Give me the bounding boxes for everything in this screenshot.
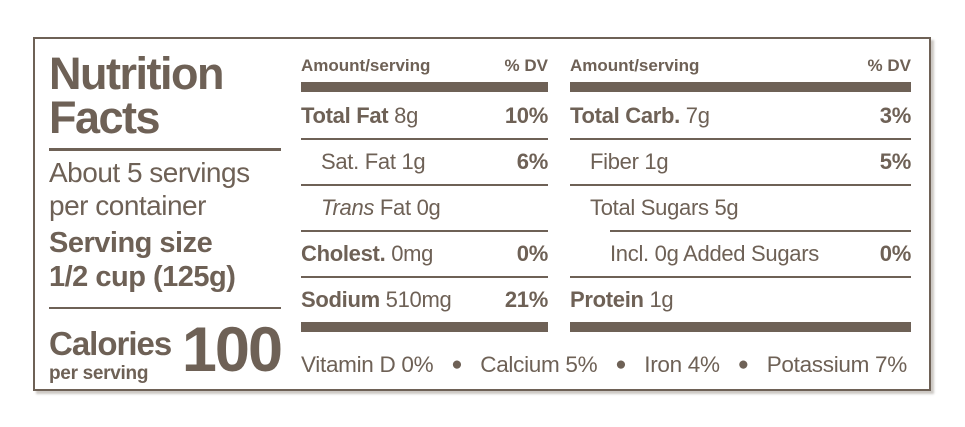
thick-bar-bottom <box>570 322 911 332</box>
servings-line-2: per container <box>49 190 206 222</box>
nutrients-panel: Amount/serving % DV Total Fat 8g 10% Sat… <box>301 39 911 389</box>
nutrient-column-2: Amount/serving % DV Total Carb. 7g 3% Fi… <box>570 55 911 332</box>
nutrient-name: Sodium 510mg <box>301 287 452 312</box>
calories-label-block: Calories per serving <box>49 325 172 385</box>
nutrient-name: Total Carb. 7g <box>570 103 710 128</box>
nutrient-row-fiber-1g: Fiber 1g 5% <box>570 140 911 184</box>
nutrient-columns: Amount/serving % DV Total Fat 8g 10% Sat… <box>301 55 911 332</box>
title-divider <box>49 148 281 151</box>
row-divider <box>610 230 911 232</box>
nutrient-row-total-fat: Total Fat 8g 10% <box>301 94 548 138</box>
micronutrient-potassium: Potassium 7% <box>766 351 908 377</box>
left-column: Nutrition Facts About 5 servings per con… <box>49 39 283 389</box>
row-divider <box>301 276 548 278</box>
title-line-2: Facts <box>49 91 161 143</box>
label-title: Nutrition Facts <box>49 51 281 140</box>
row-divider <box>570 138 911 140</box>
serving-size-value: 1/2 cup (125g) <box>49 260 236 293</box>
row-divider <box>301 230 548 232</box>
nutrient-row-cholest: Cholest. 0mg 0% <box>301 232 548 276</box>
thick-bar-top <box>570 82 911 92</box>
nutrient-row-sodium: Sodium 510mg 21% <box>301 278 548 322</box>
column-header-amount: Amount/serving <box>301 56 431 75</box>
row-divider <box>301 138 548 140</box>
nutrient-dv: 3% <box>879 103 912 128</box>
calories-value: 100 <box>181 315 283 386</box>
servings-line-1: About 5 servings <box>49 156 250 188</box>
calories-subtitle: per serving <box>49 363 149 384</box>
servings-text: About 5 servings per container <box>49 156 281 223</box>
calories-divider <box>49 306 281 310</box>
column-header: Amount/serving % DV <box>301 55 548 79</box>
nutrient-name: Fiber 1g <box>590 149 669 174</box>
nutrient-name: Total Fat 8g <box>301 103 419 128</box>
bullet-separator: ● <box>737 353 749 375</box>
nutrient-dv: 10% <box>504 103 548 128</box>
nutrient-name: Total Sugars 5g <box>590 195 739 220</box>
column-header-dv: % DV <box>504 56 548 75</box>
nutrient-column-1: Amount/serving % DV Total Fat 8g 10% Sat… <box>301 55 548 332</box>
serving-size-text: Serving size 1/2 cup (125g) <box>49 227 281 295</box>
nutrition-facts-label: Nutrition Facts About 5 servings per con… <box>33 37 931 391</box>
nutrient-dv: 21% <box>504 287 548 312</box>
nutrient-rows: Total Fat 8g 10% Sat. Fat 1g 6% Trans Fa… <box>301 94 548 322</box>
nutrient-name: Trans Fat 0g <box>321 195 441 220</box>
row-divider <box>301 184 548 186</box>
nutrient-row-trans: Trans Fat 0g <box>301 186 548 230</box>
micronutrient-iron: Iron 4% <box>644 351 720 377</box>
thick-bar-bottom <box>301 322 548 332</box>
micronutrient-calcium: Calcium 5% <box>480 351 598 377</box>
nutrient-dv: 0% <box>516 241 549 266</box>
nutrient-name: Sat. Fat 1g <box>321 149 426 174</box>
calories-label: Calories <box>49 325 172 362</box>
row-divider <box>570 276 911 278</box>
nutrient-row-sat-fat-1g: Sat. Fat 1g 6% <box>301 140 548 184</box>
nutrient-dv: 5% <box>879 149 912 174</box>
nutrient-row-total-sugars-5g: Total Sugars 5g <box>570 186 911 230</box>
bullet-separator: ● <box>615 353 627 375</box>
nutrient-dv: 6% <box>516 149 549 174</box>
nutrient-row-protein: Protein 1g <box>570 278 911 322</box>
title-line-1: Nutrition <box>49 48 224 99</box>
column-header-amount: Amount/serving <box>570 56 700 75</box>
micronutrients-row: Vitamin D 0% ● Calcium 5% ● Iron 4% ● Potassiu… <box>301 340 911 389</box>
micronutrient-vitamin-d: Vitamin D 0% <box>301 351 434 377</box>
nutrient-row-incl-0g-added-sugars: Incl. 0g Added Sugars 0% <box>570 232 911 276</box>
serving-size-label: Serving size <box>49 226 213 259</box>
nutrient-name: Cholest. 0mg <box>301 241 434 266</box>
nutrient-dv: 0% <box>879 241 912 266</box>
bullet-separator: ● <box>451 353 463 375</box>
calories-section: Calories per serving 100 <box>49 314 283 389</box>
column-header: Amount/serving % DV <box>570 55 911 79</box>
row-divider <box>570 184 911 186</box>
nutrient-rows: Total Carb. 7g 3% Fiber 1g 5% Total Suga… <box>570 94 911 322</box>
nutrient-name: Incl. 0g Added Sugars <box>610 241 819 266</box>
thick-bar-top <box>301 82 548 92</box>
column-header-dv: % DV <box>867 56 911 75</box>
nutrient-name: Protein 1g <box>570 287 674 312</box>
nutrient-row-total-carb: Total Carb. 7g 3% <box>570 94 911 138</box>
